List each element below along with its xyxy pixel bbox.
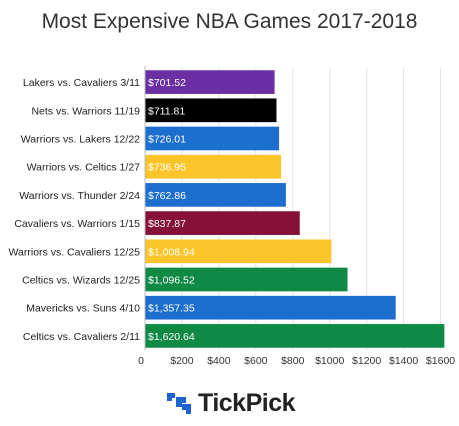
category-label: Warriors vs. Thunder 2/24 <box>19 190 140 202</box>
category-label: Warriors vs. Lakers 12/22 <box>21 134 140 146</box>
bar <box>145 211 300 235</box>
value-label: $837.87 <box>148 218 186 230</box>
x-tick-label: 0 <box>138 355 144 367</box>
bar <box>145 183 286 207</box>
x-tick-label: $600 <box>244 355 268 367</box>
value-label: $736.95 <box>148 162 186 174</box>
x-tick-label: $1400 <box>389 355 418 367</box>
category-label: Celtics vs. Wizards 12/25 <box>22 275 140 287</box>
brand-logo: TickPick <box>164 388 296 418</box>
value-label: $726.01 <box>148 134 186 146</box>
value-label: $1,357.35 <box>148 303 195 315</box>
value-label: $1,620.64 <box>148 331 195 343</box>
category-label: Lakers vs. Cavaliers 3/11 <box>23 77 140 89</box>
value-label: $701.52 <box>148 77 186 89</box>
x-tick-label: $200 <box>170 355 194 367</box>
brand-footer: TickPick <box>0 388 459 418</box>
x-tick-label: $400 <box>207 355 231 367</box>
bar <box>145 154 282 179</box>
tickpick-logo-icon <box>167 393 191 414</box>
bar <box>145 239 332 264</box>
category-label: Celtics vs. Cavaliers 2/11 <box>23 331 140 343</box>
bar <box>145 98 277 123</box>
value-label: $1,008.94 <box>148 246 195 258</box>
x-tick-label: $1000 <box>315 355 344 367</box>
category-label: Warriors vs. Cavaliers 12/25 <box>9 246 141 258</box>
category-label: Warriors vs. Celtics 1/27 <box>27 162 141 174</box>
category-label: Mavericks vs. Suns 4/10 <box>26 303 140 315</box>
category-label: Cavaliers vs. Warriors 1/15 <box>14 218 140 230</box>
bar <box>145 295 396 320</box>
bar <box>145 70 275 94</box>
value-label: $711.81 <box>148 105 185 117</box>
value-label: $1,096.52 <box>148 275 195 287</box>
category-label: Nets vs. Warriors 11/19 <box>31 105 140 117</box>
bar-chart: Lakers vs. Cavaliers 3/11 $701.52 Nets vs.… <box>9 66 455 367</box>
x-tick-label: $800 <box>281 355 305 367</box>
bar <box>145 267 348 292</box>
brand-name: TickPick <box>198 388 296 417</box>
value-label: $762.86 <box>148 190 186 202</box>
x-tick-label: $1200 <box>352 355 381 367</box>
x-tick-label: $1600 <box>426 355 455 367</box>
bar <box>145 126 280 151</box>
bar <box>145 324 445 348</box>
chart-title: Most Expensive NBA Games 2017-2018 <box>41 10 418 33</box>
